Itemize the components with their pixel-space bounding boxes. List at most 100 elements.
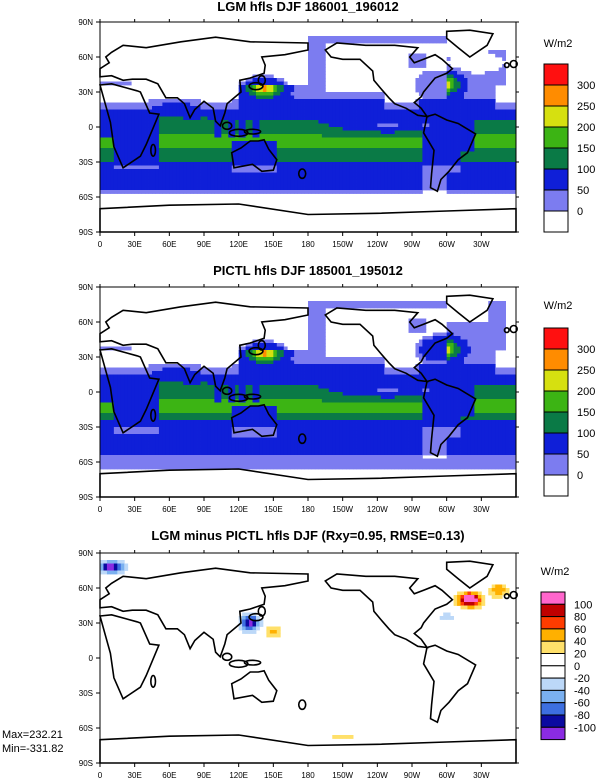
field-cell: [314, 329, 319, 333]
field-cell: [405, 367, 409, 372]
field-cell: [238, 169, 243, 173]
field-cell: [283, 190, 288, 194]
field-cell: [401, 113, 406, 117]
field-cell: [446, 360, 451, 365]
field-cell: [311, 99, 316, 103]
field-cell: [415, 371, 420, 375]
field-cell: [328, 179, 333, 184]
field-cell: [484, 116, 489, 121]
field-cell: [321, 127, 326, 131]
field-cell: [495, 106, 500, 110]
field-cell: [148, 374, 153, 379]
field-cell: [235, 179, 240, 184]
field-cell: [380, 371, 385, 375]
field-cell: [335, 130, 340, 135]
field-cell: [429, 374, 434, 379]
field-cell: [287, 179, 292, 184]
field-cell: [384, 144, 389, 149]
field-cell: [124, 179, 129, 184]
field-cell: [377, 141, 382, 145]
field-cell: [127, 179, 132, 184]
field-cell: [346, 374, 350, 379]
field-cell: [304, 120, 309, 124]
field-cell: [197, 148, 201, 152]
field-cell: [446, 148, 451, 152]
colorbar-box: [543, 210, 569, 233]
field-cell: [158, 165, 163, 170]
field-cell: [495, 120, 500, 124]
field-cell: [280, 158, 285, 163]
field-cell: [356, 169, 361, 173]
field-cell: [266, 74, 271, 79]
field-cell: [283, 99, 288, 103]
field-cell: [328, 116, 333, 121]
field-cell: [304, 158, 309, 163]
field-cell: [457, 325, 461, 330]
field-cell: [360, 141, 364, 145]
field-cell: [321, 92, 326, 96]
field-cell: [318, 36, 323, 40]
field-cell: [353, 176, 357, 180]
field-cell: [308, 148, 312, 152]
field-cell: [477, 102, 482, 107]
field-cell: [127, 190, 132, 194]
field-cell: [349, 148, 354, 152]
field-cell: [290, 350, 295, 354]
field-cell: [249, 165, 253, 170]
field-cell: [360, 127, 364, 131]
field-cell: [308, 57, 312, 61]
field-cell: [474, 85, 479, 89]
field-cell: [193, 102, 198, 107]
field-cell: [384, 141, 389, 145]
field-cell: [495, 71, 500, 75]
field-cell: [498, 162, 503, 166]
field-cell: [491, 137, 496, 142]
field-cell: [467, 137, 472, 142]
colorbar-box: [543, 189, 569, 212]
field-cell: [370, 144, 375, 149]
field-cell: [197, 102, 201, 107]
field-cell: [384, 371, 389, 375]
field-cell: [311, 92, 316, 96]
field-cell: [412, 151, 416, 156]
field-cell: [470, 169, 475, 173]
field-cell: [120, 158, 125, 163]
field-cell: [183, 378, 188, 382]
field-cell: [172, 134, 177, 138]
field-cell: [162, 172, 167, 177]
field-cell: [474, 176, 479, 180]
field-cell: [488, 308, 493, 312]
field-cell: [505, 190, 510, 194]
field-cell: [491, 109, 496, 114]
field-cell: [273, 102, 278, 107]
field-cell: [117, 113, 122, 117]
field-cell: [457, 350, 461, 354]
field-cell: [103, 134, 108, 138]
field-cell: [318, 162, 323, 166]
field-cell: [477, 106, 482, 110]
field-cell: [491, 88, 496, 93]
field-cell: [432, 155, 437, 159]
field-cell: [297, 151, 302, 156]
field-cell: [176, 165, 181, 170]
field-cell: [436, 179, 441, 184]
field-cell: [266, 360, 271, 365]
field-cell: [269, 190, 274, 194]
field-cell: [235, 109, 240, 114]
field-cell: [183, 148, 188, 152]
field-cell: [502, 106, 506, 110]
field-cell: [269, 95, 274, 100]
field-cell: [502, 176, 506, 180]
field-cell: [477, 141, 482, 145]
field-cell: [113, 120, 118, 124]
field-cell: [186, 158, 191, 163]
field-cell: [502, 67, 506, 72]
field-cell: [450, 371, 454, 375]
field-cell: [235, 137, 240, 142]
field-cell: [158, 172, 163, 177]
field-cell: [328, 378, 333, 382]
field-cell: [269, 92, 274, 96]
field-cell: [301, 158, 305, 163]
field-cell: [391, 123, 396, 128]
field-cell: [186, 176, 191, 180]
